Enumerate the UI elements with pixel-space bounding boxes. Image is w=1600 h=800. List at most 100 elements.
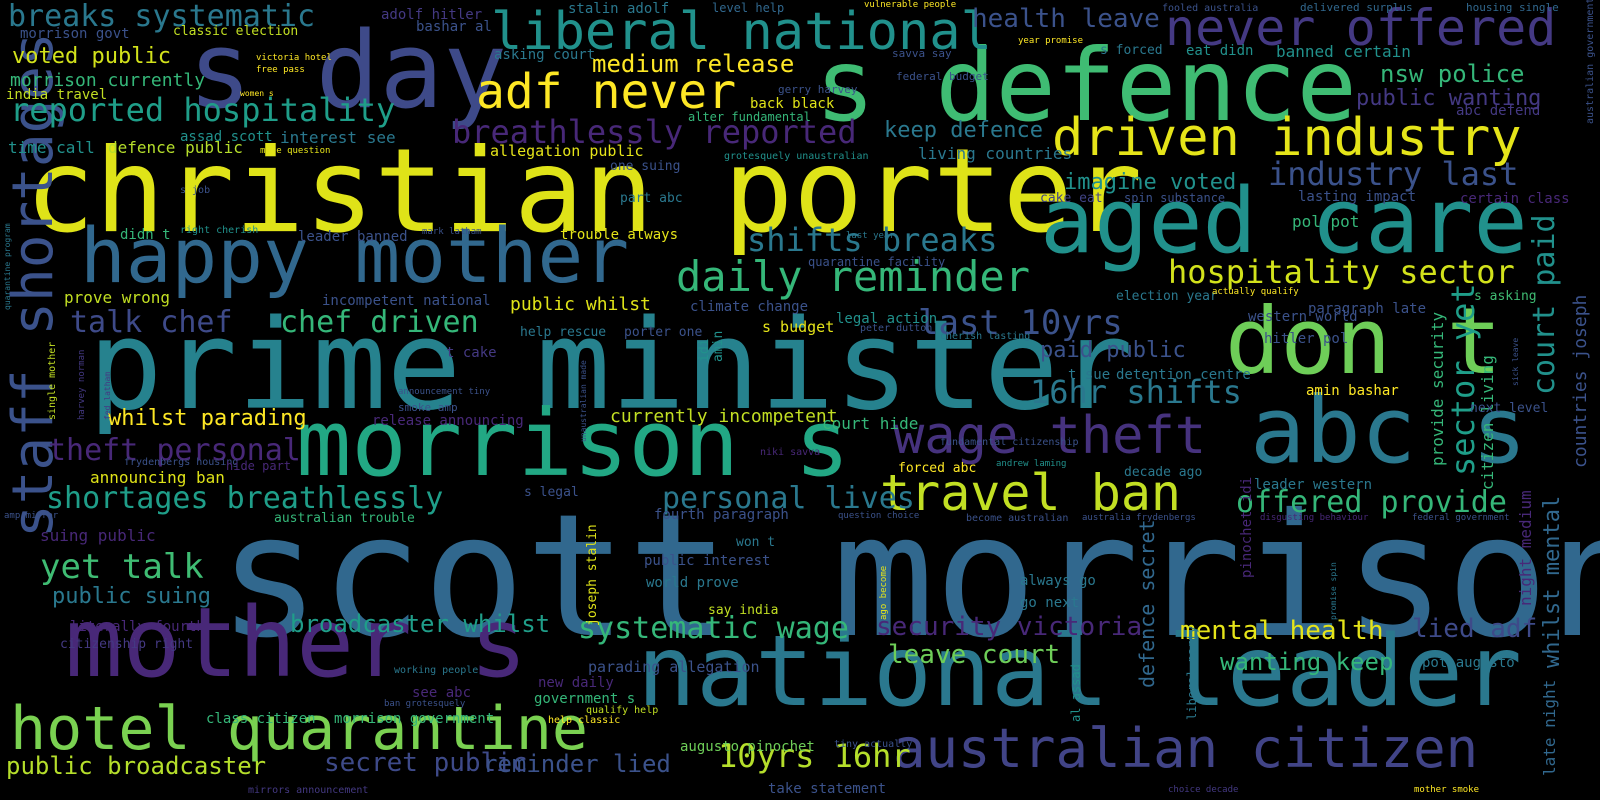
word: whilst parading [108, 406, 307, 431]
word: announcement tiny [398, 387, 491, 397]
word: say india [708, 603, 779, 618]
word: mother s [65, 587, 528, 699]
word: countries joseph [1570, 294, 1591, 468]
word: currently incompetent [610, 406, 838, 427]
word: climate change [690, 299, 809, 315]
word: daily reminder [676, 252, 1031, 301]
word: last 10yrs [918, 303, 1123, 343]
word: augusto pinochet [680, 739, 815, 755]
word: provide security [1428, 311, 1447, 466]
word: s legal [524, 485, 579, 500]
word: quarantine program [3, 223, 12, 310]
word: australia frydenbergs [1082, 513, 1196, 523]
word: t sue [1068, 367, 1111, 383]
word: public broadcaster [6, 752, 267, 780]
word: health leave [972, 4, 1160, 34]
word: grotesquely unaustralian [724, 151, 869, 162]
word: breathlessly reported [452, 113, 857, 151]
word: systematic wage [578, 611, 849, 646]
word: niki savva [760, 447, 821, 458]
word: always go [1020, 573, 1096, 589]
word: india travel [6, 87, 108, 103]
word: chef driven [280, 305, 479, 340]
word: one suing [610, 159, 681, 174]
word: public wanting [1356, 86, 1542, 111]
word: lied adf [1412, 614, 1538, 644]
word: australian citizen [893, 717, 1479, 780]
word: cherish lasting [940, 331, 1031, 342]
word: theft personal [48, 433, 301, 468]
word: leader western [1254, 477, 1373, 493]
word: personal lives [662, 481, 915, 516]
word: australian government [1585, 0, 1596, 124]
word: industry last [1268, 155, 1519, 193]
word: aged care [1040, 169, 1528, 274]
word: hide part [226, 459, 292, 473]
word: mirrors announcement [248, 785, 369, 796]
word: pol pot [1292, 212, 1360, 231]
word: public interest [644, 553, 771, 569]
word: morrison s [296, 390, 850, 497]
word: tiny actually [834, 739, 913, 750]
word: fourth paragraph [654, 507, 789, 523]
word: happy mother [80, 211, 630, 300]
word: level help [712, 1, 785, 15]
word: hitler pol [1264, 331, 1349, 347]
word: citizenship right [60, 637, 194, 652]
word: disgusting behaviour [1260, 513, 1369, 523]
word: hotel quarantine [10, 694, 588, 764]
word: pot augusto [1422, 655, 1515, 671]
word: class citizen [206, 711, 316, 727]
word: morrison government [334, 711, 495, 727]
word: release announcing [372, 413, 524, 429]
word: become australian [966, 513, 1069, 524]
word: talk chef [70, 305, 233, 340]
word: time call [8, 138, 95, 157]
word: breaks systematic [8, 0, 316, 34]
word: paragraph late [1308, 301, 1427, 317]
word: frydenbergs housing [124, 457, 239, 468]
word: 16hr shifts [1030, 373, 1242, 411]
word: late night [1540, 679, 1559, 776]
word: cake eat [1040, 191, 1103, 206]
word: living countries [918, 144, 1073, 163]
word: literally fourth [70, 619, 205, 635]
word: quarantine facility [808, 255, 946, 269]
word: delivered surplus [1300, 1, 1413, 14]
word: paid public [1040, 338, 1186, 363]
word: al assad [1069, 664, 1083, 722]
word: gerry harvey [778, 83, 858, 96]
word: victoria hotel [256, 53, 332, 63]
word: reported hospitality [10, 91, 396, 129]
word: scott morrison [218, 478, 1600, 676]
word: mental health [1180, 616, 1384, 646]
word: choice decade [1168, 785, 1239, 795]
word: single mother [47, 341, 58, 420]
word: detention centre [1116, 367, 1251, 383]
word: imagine voted [1064, 170, 1237, 195]
word: pinochet idi [1239, 476, 1255, 578]
word: didn t [120, 227, 171, 243]
word: ban grotesquely [384, 699, 466, 709]
word: court hide [822, 414, 919, 433]
word: amp mirror [4, 511, 59, 521]
word: adf never [476, 64, 737, 120]
word: reminder lied [483, 750, 671, 778]
word: shortages breathlessly [46, 481, 444, 516]
word: stalin adolf [568, 1, 670, 17]
word: asking court [494, 47, 596, 63]
word: driven industry [1052, 108, 1522, 168]
word: incompetent national [322, 293, 491, 309]
word: sector yet [1444, 283, 1482, 476]
word: yet talk [40, 547, 204, 587]
word: defence secret [1135, 519, 1159, 688]
word: year promise [1018, 36, 1084, 46]
word: help classic [548, 715, 621, 726]
word: hospitality sector [1168, 253, 1515, 291]
word: western world [1248, 309, 1358, 325]
word: bashar al [416, 19, 492, 35]
word: morrison currently [10, 70, 206, 91]
word: back black [750, 96, 835, 112]
word: secret public [324, 748, 528, 778]
word: help rescue [520, 325, 607, 340]
